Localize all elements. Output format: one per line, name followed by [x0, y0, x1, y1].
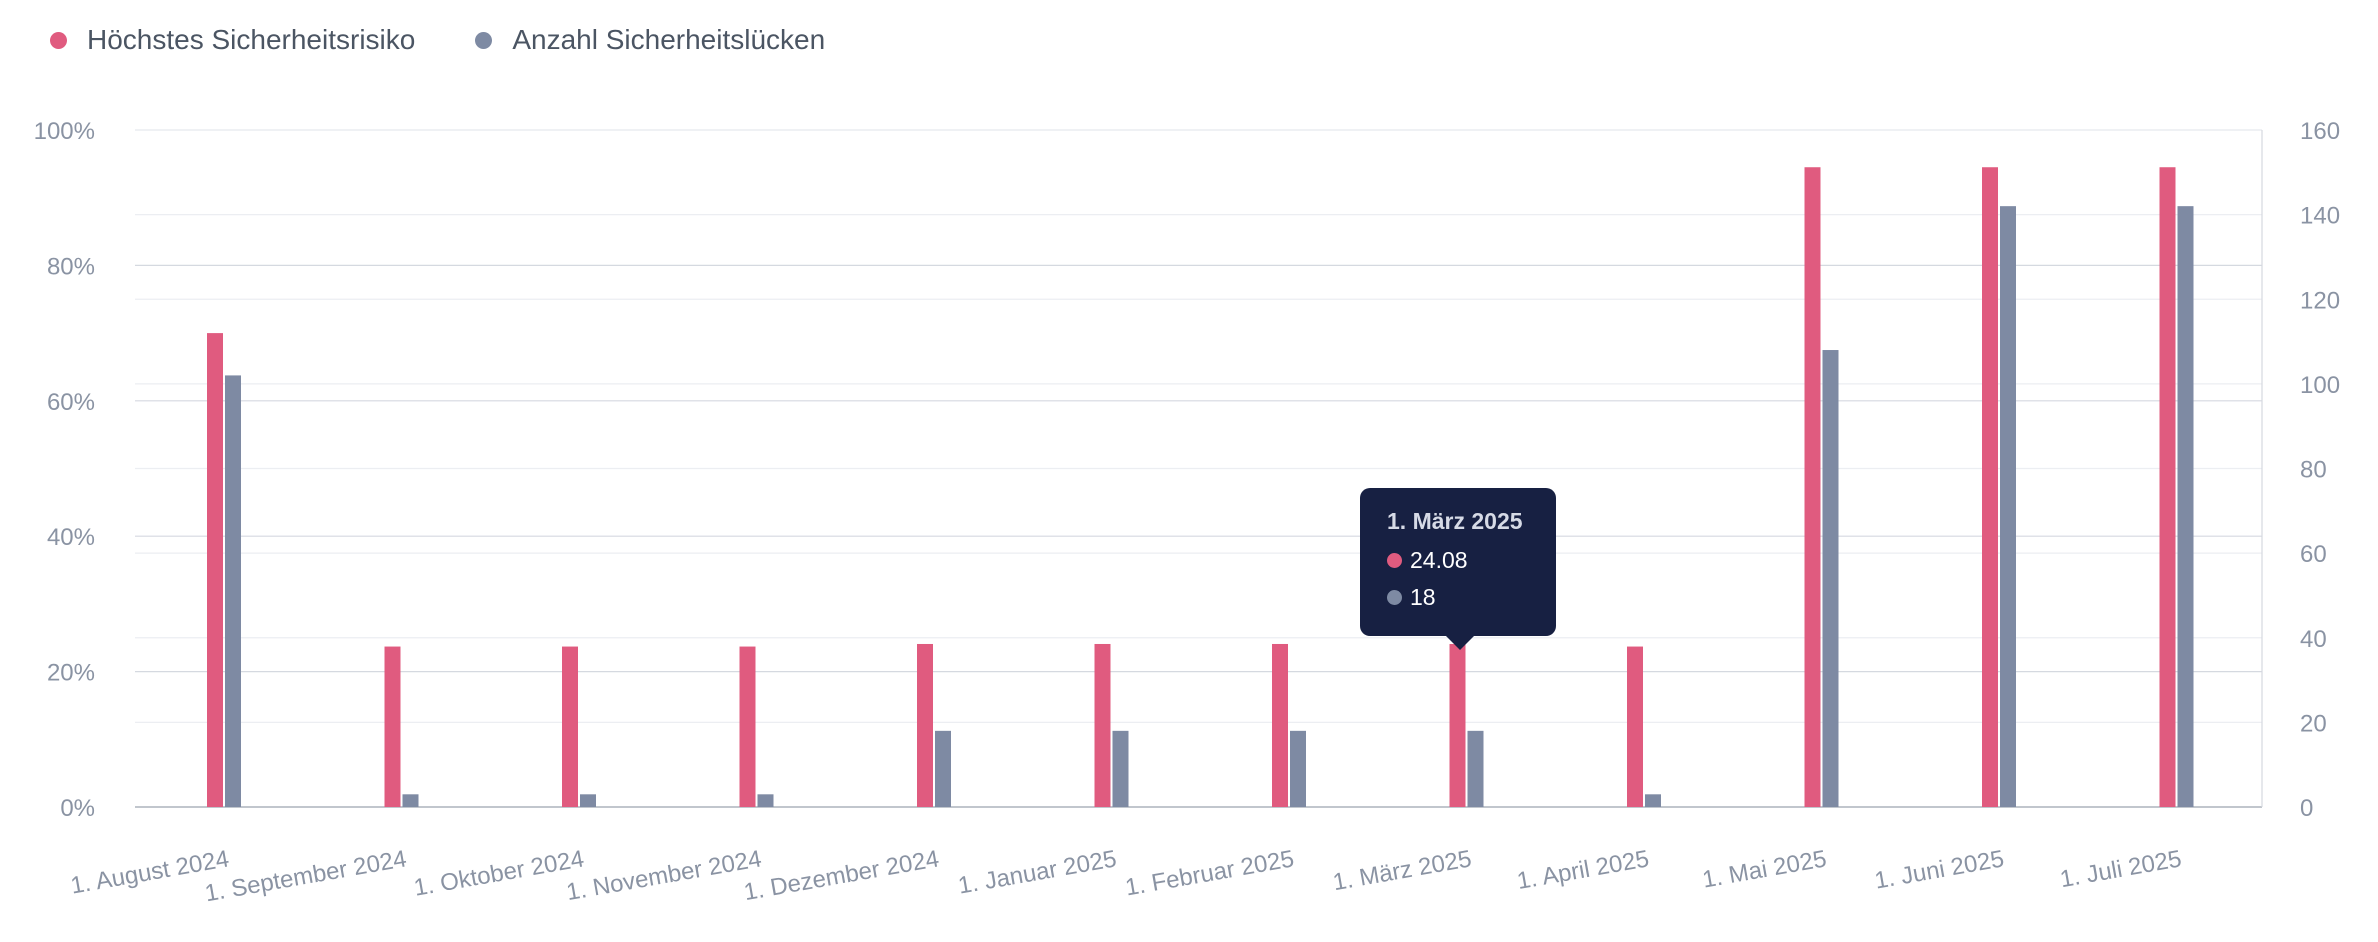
y-right-tick-label: 20 — [2300, 710, 2327, 737]
legend-dot-vulnerabilities — [475, 31, 493, 49]
x-tick-label: 1. Mai 2025 — [1700, 845, 1828, 893]
x-tick-label: 1. Juli 2025 — [2058, 845, 2184, 893]
legend-dot-risk — [50, 31, 67, 49]
y-left-tick-label: 80% — [47, 253, 95, 280]
tooltip-dot-risk — [1387, 553, 1402, 568]
tooltip-dot-vulnerabilities — [1387, 590, 1402, 605]
bar-vulnerabilities-9[interactable] — [1822, 350, 1839, 807]
y-right-tick-label: 140 — [2300, 203, 2340, 230]
y-left-tick-label: 40% — [47, 524, 95, 551]
legend-label-risk: Höchstes Sicherheitsrisiko — [87, 24, 416, 55]
y-left-tick-label: 60% — [47, 389, 95, 416]
bar-vulnerabilities-4[interactable] — [935, 730, 951, 807]
bar-risk-0[interactable] — [207, 333, 223, 807]
tooltip-title: 1. März 2025 — [1387, 508, 1523, 534]
y-left-tick-label: 0% — [60, 795, 95, 822]
x-tick-label: 1. Januar 2025 — [956, 845, 1118, 899]
x-tick-label: 1. Februar 2025 — [1123, 845, 1296, 901]
x-tick-label: 1. Juni 2025 — [1873, 845, 2006, 894]
y-right-tick-label: 120 — [2300, 287, 2340, 314]
y-right-tick-label: 40 — [2300, 626, 2327, 653]
tooltip-row-vulnerabilities: 18 — [1387, 584, 1529, 611]
x-tick-label: 1. September 2024 — [203, 845, 409, 907]
y-left-tick-label: 100% — [34, 118, 95, 145]
bar-risk-1[interactable] — [384, 646, 401, 807]
tooltip-value-risk: 24.08 — [1410, 547, 1468, 573]
tooltip-row-risk: 24.08 — [1387, 547, 1529, 574]
bar-risk-11[interactable] — [2159, 167, 2176, 808]
bar-risk-2[interactable] — [562, 646, 578, 807]
y-right-tick-label: 0 — [2300, 795, 2313, 822]
x-tick-label: 1. März 2025 — [1331, 845, 1474, 896]
bar-risk-8[interactable] — [1627, 646, 1643, 807]
x-tick-label: 1. November 2024 — [564, 845, 763, 906]
x-tick-label: 1. April 2025 — [1515, 845, 1651, 895]
bar-risk-6[interactable] — [1272, 643, 1288, 807]
bar-vulnerabilities-6[interactable] — [1290, 730, 1306, 807]
bar-vulnerabilities-11[interactable] — [2177, 206, 2194, 808]
bar-risk-3[interactable] — [739, 646, 756, 807]
y-right-tick-label: 80 — [2300, 457, 2327, 484]
legend: Höchstes Sicherheitsrisiko Anzahl Sicher… — [50, 24, 825, 56]
y-left-tick-label: 20% — [47, 660, 95, 687]
bar-vulnerabilities-1[interactable] — [402, 794, 419, 807]
bar-risk-7[interactable] — [1449, 643, 1466, 807]
bar-vulnerabilities-0[interactable] — [225, 375, 241, 807]
bar-vulnerabilities-3[interactable] — [757, 794, 774, 807]
bar-vulnerabilities-8[interactable] — [1645, 794, 1661, 807]
legend-item-vulnerabilities[interactable]: Anzahl Sicherheitslücken — [475, 24, 825, 56]
tooltip: 1. März 2025 24.08 18 — [1360, 488, 1556, 650]
y-right-tick-label: 160 — [2300, 118, 2340, 145]
bar-risk-9[interactable] — [1804, 167, 1821, 808]
bar-risk-4[interactable] — [917, 643, 933, 807]
legend-item-risk[interactable]: Höchstes Sicherheitsrisiko — [50, 24, 415, 56]
bar-vulnerabilities-10[interactable] — [2000, 206, 2016, 808]
y-right-tick-label: 60 — [2300, 541, 2327, 568]
bar-vulnerabilities-7[interactable] — [1467, 730, 1484, 807]
x-tick-label: 1. Oktober 2024 — [412, 845, 586, 901]
y-right-tick-label: 100 — [2300, 372, 2340, 399]
legend-label-vulnerabilities: Anzahl Sicherheitslücken — [512, 24, 826, 55]
x-tick-label: 1. Dezember 2024 — [742, 845, 941, 906]
tooltip-value-vulnerabilities: 18 — [1410, 584, 1436, 610]
bar-vulnerabilities-2[interactable] — [580, 794, 596, 807]
bar-vulnerabilities-5[interactable] — [1112, 730, 1129, 807]
bar-risk-10[interactable] — [1982, 167, 1998, 808]
bar-risk-5[interactable] — [1094, 643, 1111, 807]
